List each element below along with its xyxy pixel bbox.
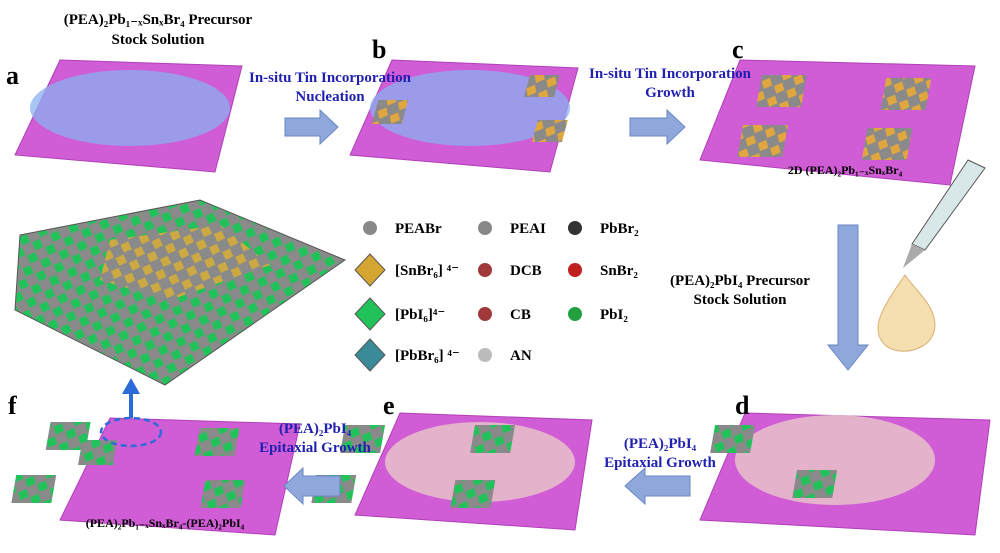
caption: Stock Solution	[112, 32, 206, 48]
panel-label: e	[383, 391, 395, 420]
caption: (PEA)₂Pb₁₋ₓSnₓBr₄-(PEA)₂PbI₄	[86, 516, 245, 530]
legend: PEABr PEAI PbBr₂ [SnBr₆] ⁴⁻ DCB SnBr₂ [PbI₆]⁴⁻…	[354, 221, 639, 372]
caption: Epitaxial Growth	[604, 455, 716, 471]
legend-label: SnBr₂	[600, 263, 638, 279]
platform-d	[699, 412, 991, 536]
legend-icon	[478, 348, 492, 362]
platform-f	[11, 416, 301, 536]
caption: In-situ Tin Incorporation	[249, 70, 412, 86]
legend-label: [PbI₆]⁴⁻	[395, 307, 445, 323]
panel-label: c	[732, 35, 744, 64]
caption: (PEA)₂PbI₄	[279, 421, 352, 437]
platform-c	[699, 59, 976, 186]
legend-label: DCB	[510, 263, 542, 279]
caption: Epitaxial Growth	[259, 440, 371, 456]
platform-a	[14, 59, 243, 173]
legend-label: PEABr	[395, 221, 442, 237]
caption: In-situ Tin Incorporation	[589, 66, 752, 82]
legend-label: [SnBr₆] ⁴⁻	[395, 263, 459, 279]
legend-icon	[478, 307, 492, 321]
platform-e	[311, 412, 593, 531]
legend-label: PEAI	[510, 221, 546, 237]
arrows	[283, 108, 870, 506]
crystal-3d	[14, 199, 347, 386]
caption: Nucleation	[295, 89, 365, 105]
caption: (PEA)₂Pb₁₋ₓSnₓBr₄ Precursor	[64, 12, 253, 28]
legend-icon	[354, 338, 386, 372]
panel-label: f	[8, 391, 17, 420]
caption: (PEA)₂PbI₄	[624, 436, 697, 452]
legend-label: AN	[510, 348, 532, 364]
legend-label: PbI₂	[600, 307, 628, 323]
legend-label: [PbBr₆] ⁴⁻	[395, 348, 460, 364]
up-arrow	[122, 378, 140, 418]
panel-label: a	[6, 61, 19, 90]
panel-label: d	[735, 391, 750, 420]
legend-icon	[568, 263, 582, 277]
legend-icon	[478, 221, 492, 235]
panel-label: b	[372, 35, 386, 64]
caption: Growth	[645, 85, 695, 101]
legend-icon	[354, 297, 386, 331]
pipette	[877, 159, 986, 352]
legend-icon	[478, 263, 492, 277]
caption: (PEA)₂PbI₄ Precursor	[670, 273, 810, 289]
caption: Stock Solution	[694, 292, 788, 308]
legend-icon	[363, 221, 377, 235]
platform-b	[349, 59, 579, 173]
legend-icon	[568, 307, 582, 321]
legend-label: PbBr₂	[600, 221, 639, 237]
caption: 2D (PEA)₂Pb₁₋ₓSnₓBr₄	[788, 163, 903, 177]
legend-icon	[568, 221, 582, 235]
legend-icon	[354, 253, 386, 287]
legend-label: CB	[510, 307, 531, 323]
